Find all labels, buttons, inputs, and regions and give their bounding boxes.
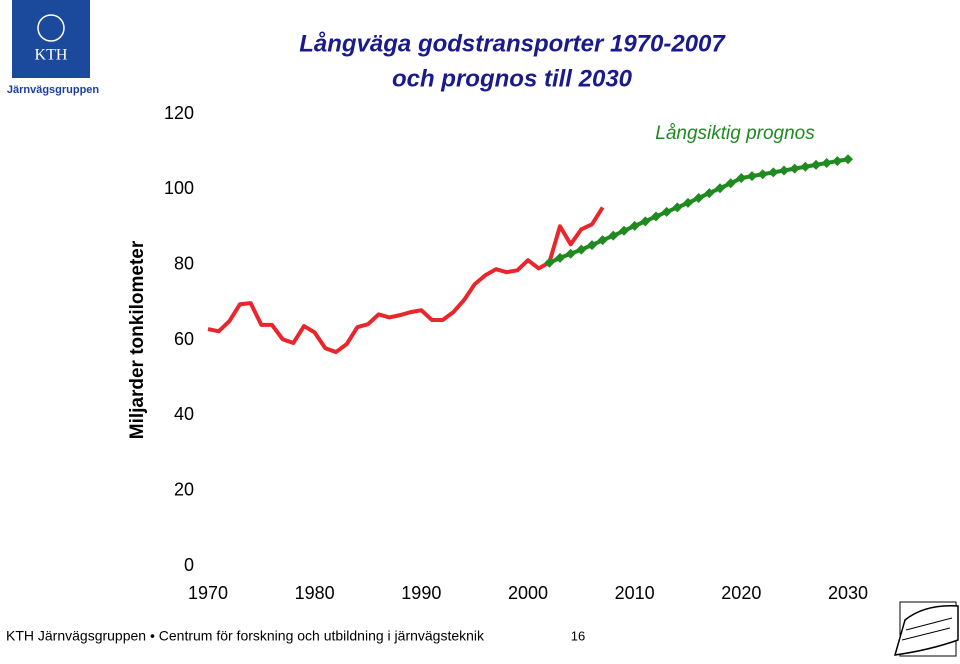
- logo-crown: [37, 14, 65, 42]
- data-point: [629, 220, 640, 231]
- y-tick-label: 120: [164, 103, 194, 123]
- data-point: [587, 240, 597, 251]
- data-point: [555, 252, 565, 263]
- series-line: [207, 206, 605, 355]
- x-tick-label: 2000: [508, 583, 548, 603]
- y-tick-label: 0: [184, 555, 194, 575]
- y-tick-label: 60: [174, 329, 194, 349]
- data-point: [544, 257, 555, 268]
- data-point: [821, 157, 832, 168]
- data-point: [832, 156, 843, 167]
- x-tick-label: 2020: [721, 583, 761, 603]
- data-point: [693, 192, 704, 203]
- data-point: [640, 216, 651, 227]
- footer-text: KTH Järnvägsgruppen • Centrum för forskn…: [6, 628, 485, 644]
- data-point: [683, 197, 693, 208]
- data-point: [619, 225, 629, 236]
- chart-title: Långväga godstransporter 1970-2007: [299, 30, 726, 57]
- y-tick-label: 20: [174, 479, 194, 499]
- train-icon: [893, 601, 959, 657]
- logo-box: [12, 0, 90, 78]
- chart-title: och prognos till 2030: [392, 65, 633, 92]
- data-point: [597, 235, 608, 246]
- x-tick-label: 1970: [188, 583, 228, 603]
- org-name: Järnvägsgruppen: [7, 84, 100, 96]
- data-point: [800, 161, 811, 172]
- data-point: [715, 183, 725, 194]
- data-point: [651, 211, 661, 222]
- annotation: Långsiktig prognos: [655, 123, 815, 144]
- data-point: [736, 173, 747, 184]
- x-tick-label: 2010: [615, 583, 655, 603]
- data-point: [779, 165, 789, 176]
- data-point: [608, 230, 619, 241]
- data-point: [576, 244, 587, 255]
- data-point: [747, 171, 757, 182]
- data-point: [661, 206, 672, 217]
- x-tick-label: 2030: [828, 583, 868, 603]
- data-point: [789, 163, 800, 174]
- data-point: [768, 167, 779, 178]
- data-point: [565, 248, 576, 259]
- y-tick-label: 80: [174, 253, 194, 273]
- x-tick-label: 1990: [401, 583, 441, 603]
- y-axis-label: Miljarder tonkilometer: [127, 240, 148, 439]
- data-point: [704, 188, 715, 199]
- y-tick-label: 40: [174, 404, 194, 424]
- data-point: [672, 202, 683, 213]
- x-tick-label: 1980: [295, 583, 335, 603]
- logo-text: KTH: [35, 47, 68, 64]
- data-point: [725, 178, 736, 189]
- data-point: [757, 169, 768, 180]
- data-point: [843, 154, 853, 165]
- page-number: 16: [571, 628, 585, 643]
- y-tick-label: 100: [164, 178, 194, 198]
- data-point: [811, 159, 821, 170]
